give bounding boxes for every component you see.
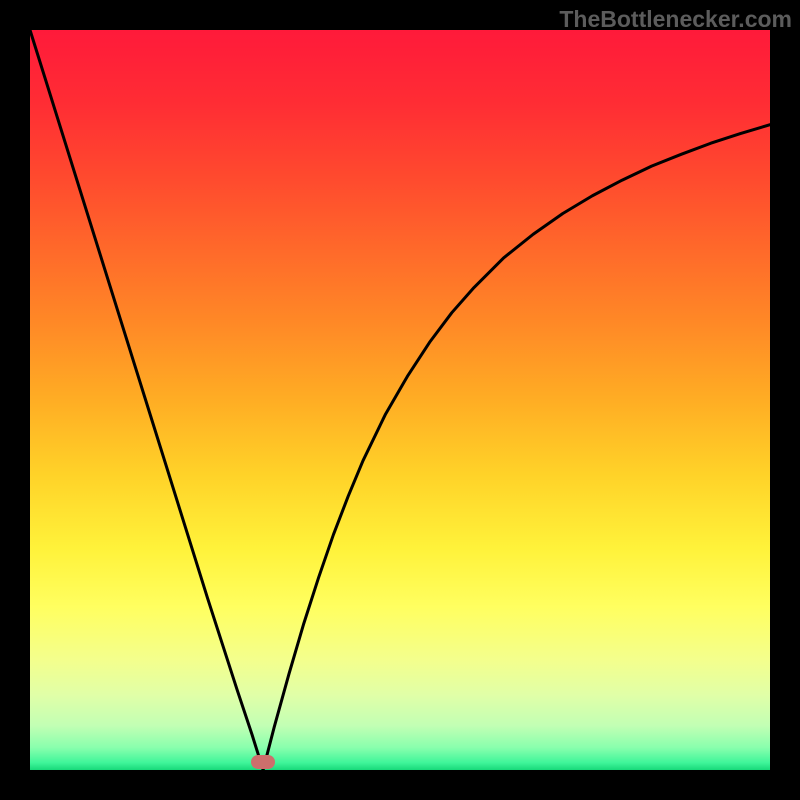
bottleneck-curve (30, 30, 770, 770)
chart-container: TheBottlenecker.com (0, 0, 800, 800)
curve-svg (30, 30, 770, 770)
optimal-point-marker (251, 755, 275, 769)
watermark-text: TheBottlenecker.com (559, 6, 792, 33)
plot-area (30, 30, 770, 770)
